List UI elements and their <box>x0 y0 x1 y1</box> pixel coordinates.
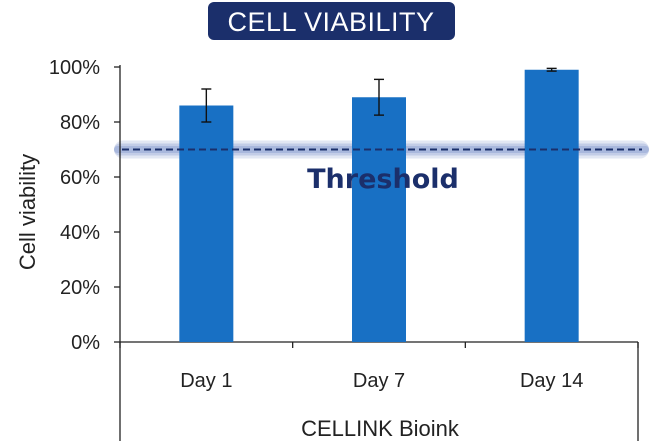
y-tick-label: 20% <box>60 277 100 299</box>
chart-title: CELL VIABILITY <box>227 7 434 37</box>
x-category-label: Day 14 <box>520 370 583 392</box>
bar-day-7 <box>352 97 406 342</box>
error-bars <box>201 67 557 123</box>
bar-day-1 <box>179 105 234 342</box>
y-tick-label: 100% <box>49 57 100 79</box>
y-axis-title: Cell viability <box>15 154 40 270</box>
threshold-label: Threshold <box>307 164 459 195</box>
x-category-label: Day 1 <box>180 370 232 392</box>
chart-title-background <box>208 2 455 40</box>
y-tick-label: 40% <box>60 222 100 244</box>
x-category-labels: Day 1 Day 7 Day 14 <box>180 370 583 392</box>
bar-day-14 <box>524 69 579 342</box>
y-tick-label: 60% <box>60 167 100 189</box>
x-axis-title: CELLINK Bioink <box>301 416 460 441</box>
y-tick-labels: 0% 20% 40% 60% 80% 100% <box>49 57 100 354</box>
bars <box>179 69 579 342</box>
y-tick-label: 0% <box>71 332 100 354</box>
chart-title-badge: CELL VIABILITY <box>208 2 455 40</box>
y-tick-label: 80% <box>60 112 100 134</box>
x-category-label: Day 7 <box>353 370 405 392</box>
